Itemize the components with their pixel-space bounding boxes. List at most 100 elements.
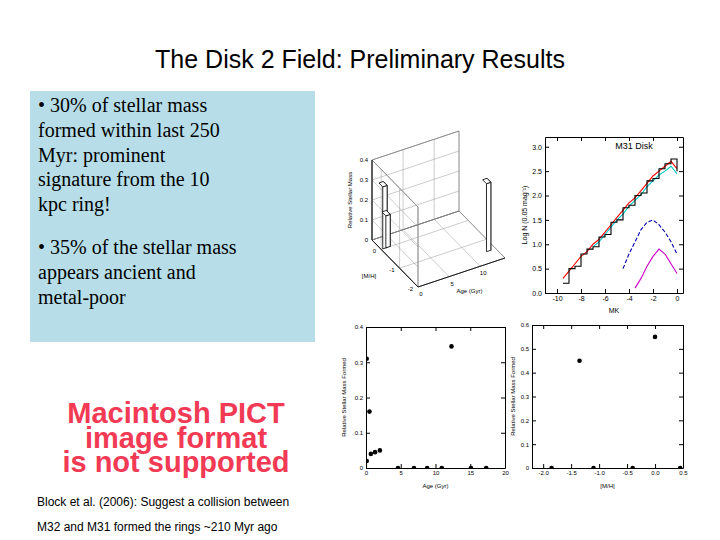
y-mirror-axis-line [683, 326, 684, 469]
text-box [30, 91, 315, 342]
y-tick-mark [545, 244, 549, 245]
x-tick-label: 10 [480, 270, 487, 276]
x-tick: 15 [467, 464, 474, 476]
y-tick: 0.3 [521, 394, 536, 400]
y-tick-label: 0.4 [521, 370, 530, 376]
x-mirror-tick [677, 137, 678, 141]
series-line [635, 249, 677, 288]
x-axis-line [546, 293, 684, 294]
x-grid-line [372, 240, 418, 287]
x-tick-label: -2 [650, 295, 656, 302]
y-mirror-tick-mark [679, 325, 683, 326]
y-mirror-tick-mark [501, 362, 505, 363]
point [425, 466, 430, 468]
x-mirror-tick [605, 137, 606, 141]
x-tick: 10 [433, 464, 440, 476]
point [396, 466, 401, 468]
x-axis: -2.0-1.5-1.0-0.50.00.5 [533, 464, 689, 476]
y-mirror-axis [501, 328, 506, 469]
z-grid-line [372, 220, 418, 267]
bar-top [382, 210, 390, 215]
y-mirror-tick-mark [679, 420, 683, 421]
y-tick-mark [545, 147, 549, 148]
point [373, 450, 378, 455]
y-tick-mark [545, 269, 549, 270]
point [366, 356, 369, 361]
y-tick-label: 0.1 [521, 442, 530, 448]
point [484, 466, 489, 468]
y-axis: 00.10.20.30.4 [355, 324, 370, 471]
bar-3d [483, 178, 491, 251]
x-tick-label: 0.5 [679, 470, 688, 476]
bars [379, 178, 491, 251]
x-tick-label: -2.0 [539, 470, 550, 476]
y-mirror-tick-mark [679, 147, 683, 148]
floor [372, 211, 505, 287]
y-axis: 0.00.51.01.52.02.53.0 [532, 138, 549, 297]
x-tick-label: 0.0 [651, 470, 660, 476]
y-mirror-tick [501, 468, 505, 469]
x-tick: -0.5 [622, 464, 633, 476]
point [549, 466, 554, 468]
bullet-line: • 35% of the stellar mass [38, 236, 237, 258]
citation: Block et al. (2006): Suggest a collision… [37, 495, 289, 509]
x-mirror-tick [557, 137, 558, 141]
x-tick-label: -4 [626, 295, 632, 302]
x-tick-label: -10 [552, 295, 562, 302]
x-mirror-tick [436, 327, 437, 331]
y-tick-mark [545, 171, 549, 172]
point [369, 452, 374, 457]
x-mirror-axis [533, 325, 684, 329]
x-mirror-tick-mark [470, 327, 471, 331]
y-axis-title: Log N (0.05 mag⁻¹) [521, 186, 529, 245]
y-mirror-tick-mark [501, 327, 505, 328]
z-tick-label: 0.2 [360, 197, 369, 203]
y-grid-line [400, 239, 487, 268]
x-tick: -2 [650, 289, 656, 302]
bullet-line: signature from the 10 [38, 168, 210, 191]
y-mirror-tick [679, 420, 683, 421]
image-placeholder-text: is not supported [62, 446, 289, 478]
z-tick-label: 0.4 [360, 157, 369, 163]
y-tick-label: 2.0 [532, 192, 542, 199]
point [591, 466, 596, 468]
z-grid-line [372, 131, 459, 160]
z-axis-title: Relative Stellar Mass [347, 172, 353, 228]
plot-area [549, 335, 682, 468]
y-tick-mark [532, 349, 536, 350]
x-mirror-tick-mark [653, 137, 654, 141]
x-tick: -2.0 [539, 464, 550, 476]
x-tick-label: -1.5 [566, 470, 577, 476]
slide-title: The Disk 2 Field: Preliminary Results [155, 45, 565, 73]
y-tick-mark [366, 327, 370, 328]
y-tick-mark [366, 433, 370, 434]
y-tick-label: 0.2 [521, 418, 530, 424]
x-axis-line [367, 468, 506, 469]
left-wall [372, 160, 418, 287]
x-tick-label: -8 [578, 295, 584, 302]
point [412, 466, 417, 468]
bullet-line: metal-poor [38, 286, 126, 309]
y-mirror-axis-line [683, 138, 684, 294]
x-mirror-axis-line [533, 325, 684, 326]
z-grid-line [372, 151, 459, 180]
x-tick: -10 [552, 289, 562, 302]
x-mirror-tick-mark [436, 327, 437, 331]
x-tick-mark [571, 464, 572, 468]
y-tick: 0.4 [355, 324, 370, 330]
point [630, 466, 635, 468]
bar-3d [382, 210, 390, 247]
x-axis-line [533, 468, 684, 469]
series-line [563, 159, 677, 283]
y-mirror-tick [679, 147, 683, 148]
x-mirror-tick [599, 325, 600, 329]
y-axis-line [372, 240, 418, 287]
y-tick-mark [532, 397, 536, 398]
chart-line: -10-8-6-4-200.00.51.01.52.02.53.0M31 Dis… [521, 137, 684, 314]
point [653, 335, 658, 340]
point [439, 466, 444, 468]
y-tick-label: 2.5 [532, 168, 542, 175]
x-mirror-tick-mark [655, 325, 656, 329]
x-grid-line [372, 160, 373, 240]
x-mirror-tick-mark [677, 137, 678, 141]
